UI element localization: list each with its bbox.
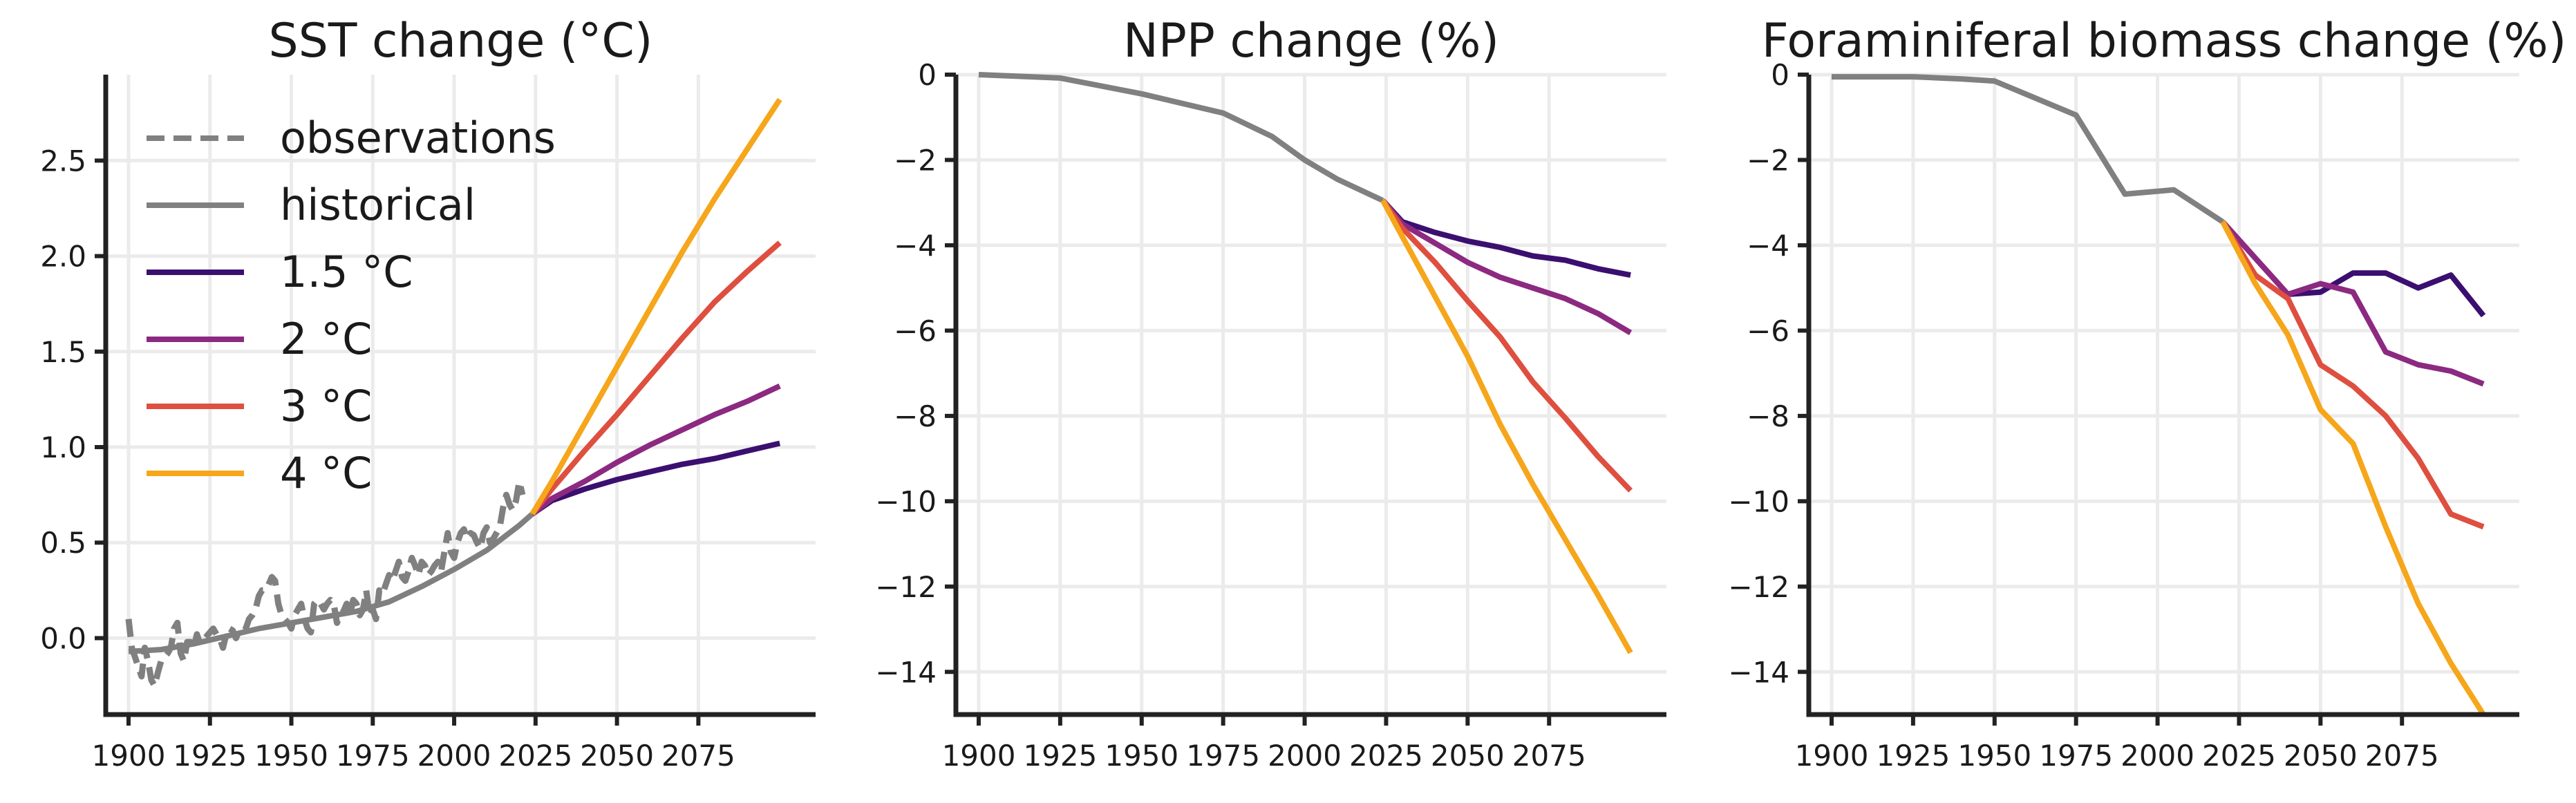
axis-spine xyxy=(953,75,1666,717)
x-tick-label: 1925 xyxy=(1876,739,1950,773)
series-line-3-degc xyxy=(1380,198,1633,493)
legend: observations historical 1.5 °C 2 °C 3 °C 4 °C xyxy=(147,113,556,498)
panel-foram: 1900 1925 1950 1975 2000 2025 2050 2075 0 −2 −4 −6 −… xyxy=(1728,14,2566,773)
y-tick-label: −8 xyxy=(894,399,937,433)
y-tick-label: −10 xyxy=(1728,484,1789,518)
y-tick-label: −2 xyxy=(1747,143,1789,177)
series-line-4-degc xyxy=(529,97,782,516)
legend-label: 3 °C xyxy=(280,381,372,431)
x-tick-label: 1975 xyxy=(336,739,410,773)
x-tick-label: 2050 xyxy=(580,739,654,773)
series-line-3-degc xyxy=(2220,220,2485,530)
y-tick-label: −12 xyxy=(1728,570,1789,604)
x-tick-label: 2050 xyxy=(2284,739,2358,773)
panel-sst: 1900 1925 1950 1975 2000 2025 2050 2075 0.0 0.5 1.… xyxy=(40,14,816,773)
x-tick-label: 2000 xyxy=(2121,739,2194,773)
series-line-observations xyxy=(125,478,526,689)
panel-title: SST change (°C) xyxy=(269,14,653,68)
x-tick-label: 1925 xyxy=(1023,739,1097,773)
panel-title: Foraminiferal biomass change (%) xyxy=(1762,14,2567,68)
y-tick-label: −6 xyxy=(1747,314,1789,348)
y-tick-label: −12 xyxy=(875,570,937,604)
y-tick-label: 1.0 xyxy=(40,431,86,464)
legend-label: historical xyxy=(280,180,476,230)
x-tick-label: 1975 xyxy=(2039,739,2113,773)
y-tick-label: 0 xyxy=(1771,58,1789,92)
x-tick-label: 1950 xyxy=(1104,739,1178,773)
x-tick-label: 1900 xyxy=(92,739,166,773)
y-tick-label: −2 xyxy=(894,143,937,177)
y-tick-label: −14 xyxy=(875,655,937,689)
x-tick-label: 1900 xyxy=(1795,739,1869,773)
legend-label: 1.5 °C xyxy=(280,247,413,297)
axis-spine xyxy=(1806,75,2519,717)
y-tick-label: −4 xyxy=(1747,229,1789,263)
axis-spine xyxy=(103,75,816,717)
x-tick-label: 2000 xyxy=(1268,739,1342,773)
series-line-1-5-degc xyxy=(530,440,781,517)
y-tick-label: 0 xyxy=(918,58,937,92)
series-line-historical xyxy=(978,72,1384,203)
y-tick-label: −4 xyxy=(894,229,937,263)
series-line-2-degc xyxy=(1380,198,1633,335)
x-tick-label: 1950 xyxy=(1957,739,2031,773)
x-tick-label: 2050 xyxy=(1431,739,1505,773)
y-tick-label: 2.5 xyxy=(40,144,86,178)
panel-title: NPP change (%) xyxy=(1123,14,1499,68)
x-tick-label: 2025 xyxy=(2202,739,2276,773)
x-tick-label: 2075 xyxy=(1512,739,1586,773)
x-tick-label: 1950 xyxy=(254,739,328,773)
legend-label: 2 °C xyxy=(280,314,372,364)
y-tick-label: 0.0 xyxy=(40,621,86,655)
y-tick-label: −8 xyxy=(1747,399,1789,433)
x-tick-label: 1900 xyxy=(942,739,1016,773)
x-tick-label: 1925 xyxy=(173,739,247,773)
y-tick-label: 1.5 xyxy=(40,335,86,369)
panel-npp: 1900 1925 1950 1975 2000 2025 2050 2075 0 −2 −4 −6 −… xyxy=(875,14,1666,773)
x-tick-label: 2025 xyxy=(498,739,572,773)
series-line-4-degc xyxy=(2220,220,2486,717)
series-line-historical xyxy=(128,511,534,654)
y-tick-label: −14 xyxy=(1728,655,1789,689)
x-tick-label: 2000 xyxy=(417,739,491,773)
y-tick-label: 2.0 xyxy=(40,240,86,274)
y-tick-label: 0.5 xyxy=(40,526,86,560)
series-line-2-degc xyxy=(2220,220,2485,387)
x-tick-label: 2025 xyxy=(1349,739,1423,773)
series-line-1-5-degc xyxy=(1380,198,1631,278)
series-line-4-degc xyxy=(1380,199,1633,654)
x-tick-label: 2075 xyxy=(2365,739,2439,773)
series-line-3-degc xyxy=(529,240,782,516)
x-tick-label: 2075 xyxy=(661,739,735,773)
series-line-2-degc xyxy=(530,383,781,516)
series-line-historical xyxy=(1832,74,2225,225)
legend-label: 4 °C xyxy=(280,448,372,498)
y-tick-label: −6 xyxy=(894,314,937,348)
y-tick-label: −10 xyxy=(875,484,937,518)
legend-label: observations xyxy=(280,113,556,163)
x-tick-label: 1975 xyxy=(1186,739,1260,773)
